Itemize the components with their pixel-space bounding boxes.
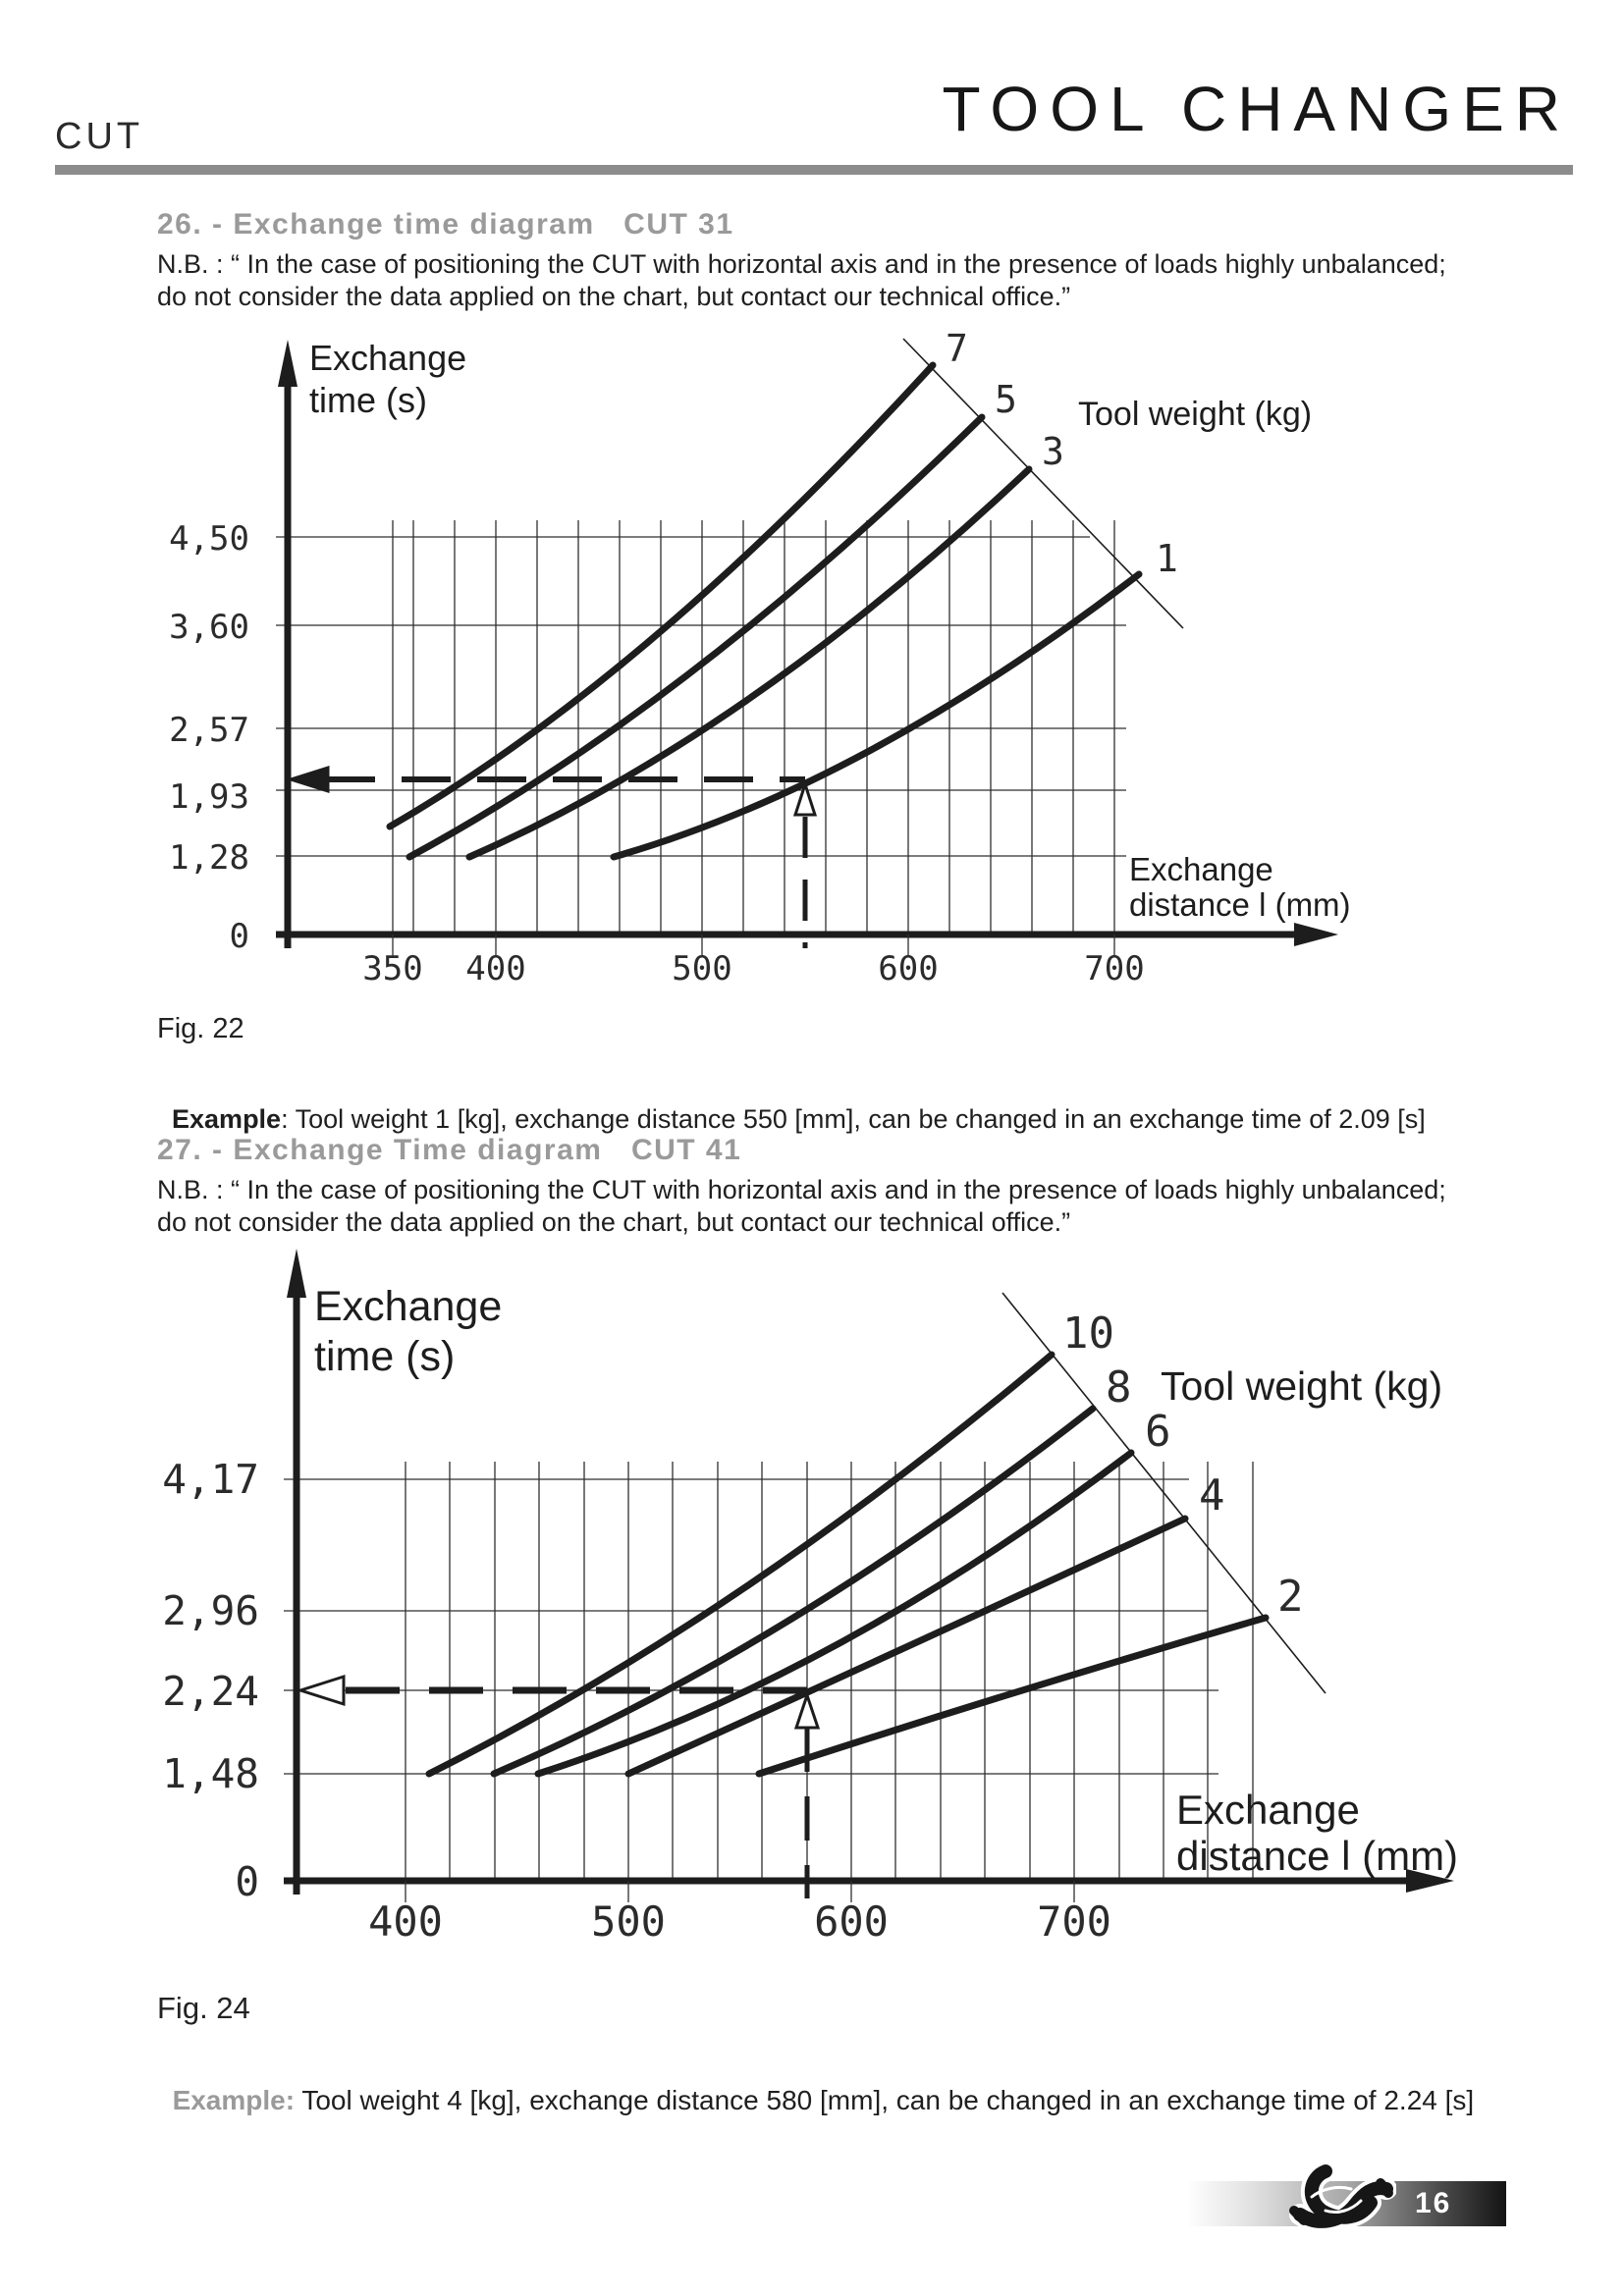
chart-cut31-curve-5kg xyxy=(406,413,986,861)
chart-cut31-curve-label-5kg: 5 xyxy=(995,378,1017,421)
chart-cut31-x-tick-label: 700 xyxy=(1084,949,1144,988)
chart-cut31-x-axis-title-line1: Exchange xyxy=(1129,851,1273,887)
fig-22-caption: Fig. 22 xyxy=(157,1013,244,1044)
chart-cut31-y-tick-label: 2,57 xyxy=(169,711,249,750)
chart-cut41-curve-10kg xyxy=(425,1351,1056,1778)
example-1-text: : Tool weight 1 [kg], exchange distance … xyxy=(281,1104,1426,1134)
example-2-colon: : xyxy=(285,2085,296,2115)
chart-cut41-y-tick-label: 0 xyxy=(235,1858,259,1905)
chart-cut31-y-tick-label: 1,28 xyxy=(169,838,249,878)
chart-cut31-y-tick-label: 4,50 xyxy=(169,519,249,559)
chart-cut31-curve-3kg xyxy=(465,465,1033,861)
fig-24-caption: Fig. 24 xyxy=(157,1991,250,2025)
chart-cut41-x-tick-label: 600 xyxy=(814,1897,889,1946)
chart-cut41-legend-title: Tool weight (kg) xyxy=(1161,1363,1442,1409)
chart-cut41-up-arrow-icon xyxy=(793,1690,821,1730)
chart-cut31-legend-title: Tool weight (kg) xyxy=(1078,396,1312,433)
chart-cut31-curve-label-1kg: 1 xyxy=(1156,537,1178,580)
chart-cut41-x-axis-title-line1: Exchange xyxy=(1176,1787,1360,1833)
chart-cut41-x-axis-arrow-icon xyxy=(1406,1869,1454,1893)
chart-cut31-curve-label-7kg: 7 xyxy=(946,327,968,370)
page-number: 16 xyxy=(1415,2187,1452,2219)
chart-cut41-curve-label-2kg: 2 xyxy=(1277,1572,1304,1622)
chart-cut31-curve-1kg xyxy=(610,570,1143,861)
chart-cut31-y-axis-title-line1: Exchange xyxy=(309,338,466,378)
chart-cut41-curve-2kg xyxy=(755,1614,1270,1778)
chart-cut41-x-tick-label: 700 xyxy=(1037,1897,1111,1946)
chart-cut41-y-axis-title-line2: time (s) xyxy=(314,1333,455,1380)
chart-cut31-x-axis-title-line2: distance l (mm) xyxy=(1129,886,1351,923)
note-line-1: N.B. : “ In the case of positioning the … xyxy=(157,1175,1446,1204)
chart-cut41-curve-label-8kg: 8 xyxy=(1106,1362,1132,1413)
chart-cut41-curve-6kg xyxy=(534,1449,1135,1778)
note-line-1: N.B. : “ In the case of positioning the … xyxy=(157,249,1446,279)
chart-cut31-y-axis-title-line2: time (s) xyxy=(309,380,427,420)
chart-cut31-x-tick-label: 350 xyxy=(362,949,422,988)
chart-cut31-curve-7kg xyxy=(386,361,937,830)
chart-cut31-x-tick-label: 500 xyxy=(672,949,731,988)
section-26-heading: 26. - Exchange time diagram CUT 31 xyxy=(157,208,734,240)
example-2-text: Tool weight 4 [kg], exchange distance 58… xyxy=(295,2085,1475,2115)
page-title: TOOL CHANGER xyxy=(942,74,1571,144)
chart-cut41-curve-8kg xyxy=(490,1405,1097,1778)
chart-cut41-left-arrow-icon xyxy=(296,1674,346,1707)
chart-cut41-x-tick-label: 400 xyxy=(368,1897,443,1946)
chart-cut31-curve-label-3kg: 3 xyxy=(1042,430,1064,473)
section-27-note: N.B. : “ In the case of positioning the … xyxy=(157,1174,1551,1239)
chart-cut41-x-axis-title-line2: distance l (mm) xyxy=(1176,1833,1458,1879)
chart-cut41-x-tick-label: 500 xyxy=(591,1897,666,1946)
example-2: Example: Tool weight 4 [kg], exchange di… xyxy=(157,2054,1475,2116)
note-line-2: do not consider the data applied on the … xyxy=(157,282,1071,311)
chart-cut31-left-arrow-icon xyxy=(286,765,330,794)
chart-cut31-x-tick-label: 400 xyxy=(465,949,525,988)
chart-cut31-weight-scale-diagonal xyxy=(902,338,1184,629)
chart-cut31-y-axis-arrow-icon xyxy=(278,340,298,387)
example-1-label: Example xyxy=(172,1104,282,1134)
chart-cut41-y-tick-label: 4,17 xyxy=(162,1456,259,1503)
chart-cut31-x-tick-label: 600 xyxy=(878,949,938,988)
chart-cut41-curve-label-4kg: 4 xyxy=(1199,1470,1225,1521)
chart-cut41-y-axis-arrow-icon xyxy=(287,1249,306,1298)
note-line-2: do not consider the data applied on the … xyxy=(157,1207,1071,1237)
chart-cut41-y-tick-label: 2,96 xyxy=(162,1587,259,1634)
brand-knot-logo-icon xyxy=(1289,2161,1396,2232)
chart-cut41-y-axis-title-line1: Exchange xyxy=(314,1283,502,1330)
section-27-heading: 27. - Exchange Time diagram CUT 41 xyxy=(157,1134,742,1166)
chart-cut31-y-tick-label: 0 xyxy=(230,917,249,956)
chart-cut31-x-axis-arrow-icon xyxy=(1294,923,1338,946)
chart-cut41-curve-label-10kg: 10 xyxy=(1062,1308,1114,1359)
chart-cut41-y-tick-label: 1,48 xyxy=(162,1750,259,1797)
section-26-note: N.B. : “ In the case of positioning the … xyxy=(157,248,1551,313)
chart-cut41-curve-label-6kg: 6 xyxy=(1145,1407,1171,1457)
chart-cut31-up-arrow-icon xyxy=(792,779,818,817)
chart-cut31-y-tick-label: 1,93 xyxy=(169,777,249,817)
chart-cut41-weight-scale-diagonal xyxy=(1001,1292,1326,1694)
chart-cut31-y-tick-label: 3,60 xyxy=(169,608,249,647)
example-1: Example: Tool weight 1 [kg], exchange di… xyxy=(157,1074,1426,1135)
header-divider xyxy=(55,165,1573,175)
chart-cut41-y-tick-label: 2,24 xyxy=(162,1668,259,1715)
document-code: CUT xyxy=(55,116,144,157)
example-2-label: Example xyxy=(172,2085,286,2115)
chart-cut41-curve-4kg xyxy=(624,1515,1189,1778)
